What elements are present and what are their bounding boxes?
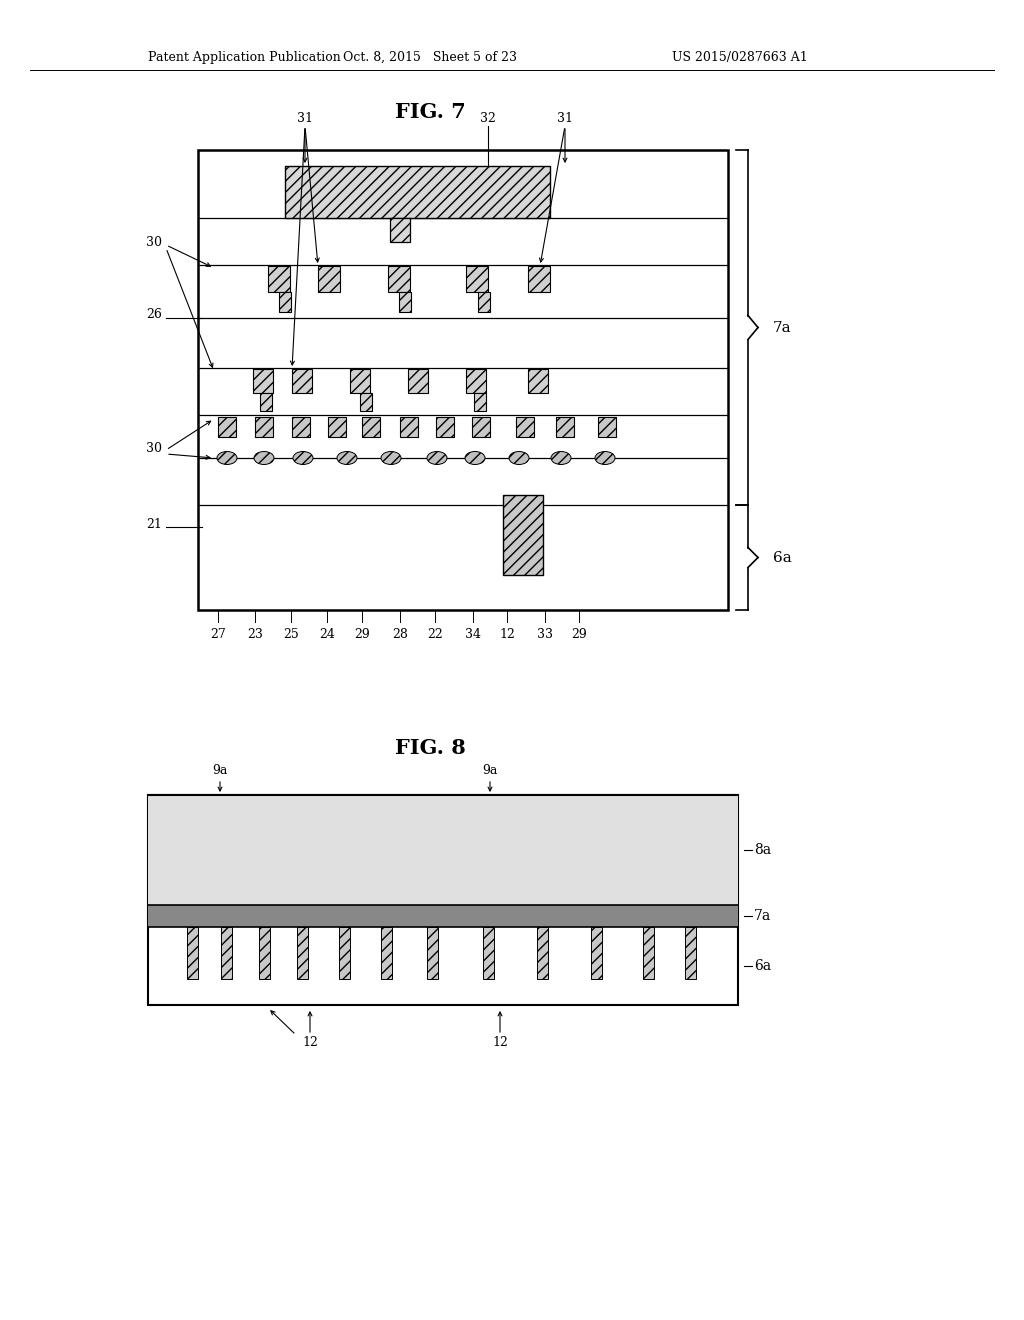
Bar (528, 267, 550, 292)
Text: 12: 12 (499, 628, 515, 642)
Bar (591, 927, 602, 979)
Text: 30: 30 (146, 235, 162, 248)
Ellipse shape (551, 451, 571, 465)
Text: 23: 23 (247, 628, 263, 642)
Bar (466, 370, 486, 393)
Ellipse shape (595, 451, 615, 465)
Text: US 2015/0287663 A1: US 2015/0287663 A1 (672, 50, 808, 63)
Bar (148, 795, 738, 906)
Text: 25: 25 (283, 628, 299, 642)
Text: 21: 21 (146, 519, 162, 532)
Bar (328, 417, 346, 437)
Text: 22: 22 (427, 628, 442, 642)
Bar (292, 370, 312, 393)
Bar (537, 927, 548, 979)
Bar (279, 292, 291, 312)
Bar (408, 370, 428, 393)
Bar (297, 927, 308, 979)
Ellipse shape (427, 451, 447, 465)
Text: 27: 27 (210, 628, 226, 642)
Bar (516, 417, 534, 437)
Bar (388, 267, 410, 292)
Text: 12: 12 (302, 1036, 317, 1049)
Bar (643, 927, 654, 979)
Bar (260, 393, 272, 411)
Bar (318, 267, 340, 292)
Bar (350, 370, 370, 393)
Text: FIG. 7: FIG. 7 (394, 102, 465, 121)
Bar (187, 927, 198, 979)
Text: 34: 34 (465, 628, 481, 642)
Bar (339, 927, 350, 979)
Text: 29: 29 (571, 628, 587, 642)
Bar (259, 927, 270, 979)
Text: 9a: 9a (212, 763, 227, 776)
Text: 33: 33 (537, 628, 553, 642)
Ellipse shape (293, 451, 313, 465)
Bar (399, 292, 411, 312)
Text: 6a: 6a (754, 960, 771, 973)
Bar (285, 166, 550, 218)
Text: 28: 28 (392, 628, 408, 642)
Bar (427, 927, 438, 979)
Bar (390, 218, 410, 242)
Text: 26: 26 (146, 309, 162, 322)
Text: 30: 30 (146, 441, 162, 454)
Bar (685, 927, 696, 979)
Bar (148, 795, 738, 1005)
Bar (436, 417, 454, 437)
Ellipse shape (337, 451, 357, 465)
Bar (503, 495, 543, 576)
Bar (478, 292, 490, 312)
Ellipse shape (381, 451, 401, 465)
Text: 29: 29 (354, 628, 370, 642)
Bar (466, 267, 488, 292)
Bar (400, 417, 418, 437)
Bar (148, 906, 738, 927)
Text: FIG. 8: FIG. 8 (394, 738, 465, 758)
Bar (381, 927, 392, 979)
Text: 6a: 6a (773, 550, 792, 565)
Bar (598, 417, 616, 437)
Ellipse shape (217, 451, 237, 465)
Text: 7a: 7a (773, 321, 792, 334)
Bar (360, 393, 372, 411)
Bar (253, 370, 273, 393)
Text: 31: 31 (297, 111, 313, 124)
Text: 7a: 7a (754, 909, 771, 923)
Text: 24: 24 (319, 628, 335, 642)
Bar (474, 393, 486, 411)
Bar (255, 417, 273, 437)
Ellipse shape (465, 451, 485, 465)
Text: 32: 32 (480, 111, 496, 124)
Bar (198, 150, 728, 610)
Text: 31: 31 (557, 111, 573, 124)
Ellipse shape (509, 451, 529, 465)
Bar (292, 417, 310, 437)
Ellipse shape (254, 451, 274, 465)
Bar (483, 927, 494, 979)
Text: 9a: 9a (482, 763, 498, 776)
Bar (556, 417, 574, 437)
Text: 8a: 8a (754, 843, 771, 857)
Bar (528, 370, 548, 393)
Bar (472, 417, 490, 437)
Text: Oct. 8, 2015   Sheet 5 of 23: Oct. 8, 2015 Sheet 5 of 23 (343, 50, 517, 63)
Bar (268, 267, 290, 292)
Bar (218, 417, 236, 437)
Bar (221, 927, 232, 979)
Bar (362, 417, 380, 437)
Text: Patent Application Publication: Patent Application Publication (148, 50, 341, 63)
Text: 12: 12 (493, 1036, 508, 1049)
